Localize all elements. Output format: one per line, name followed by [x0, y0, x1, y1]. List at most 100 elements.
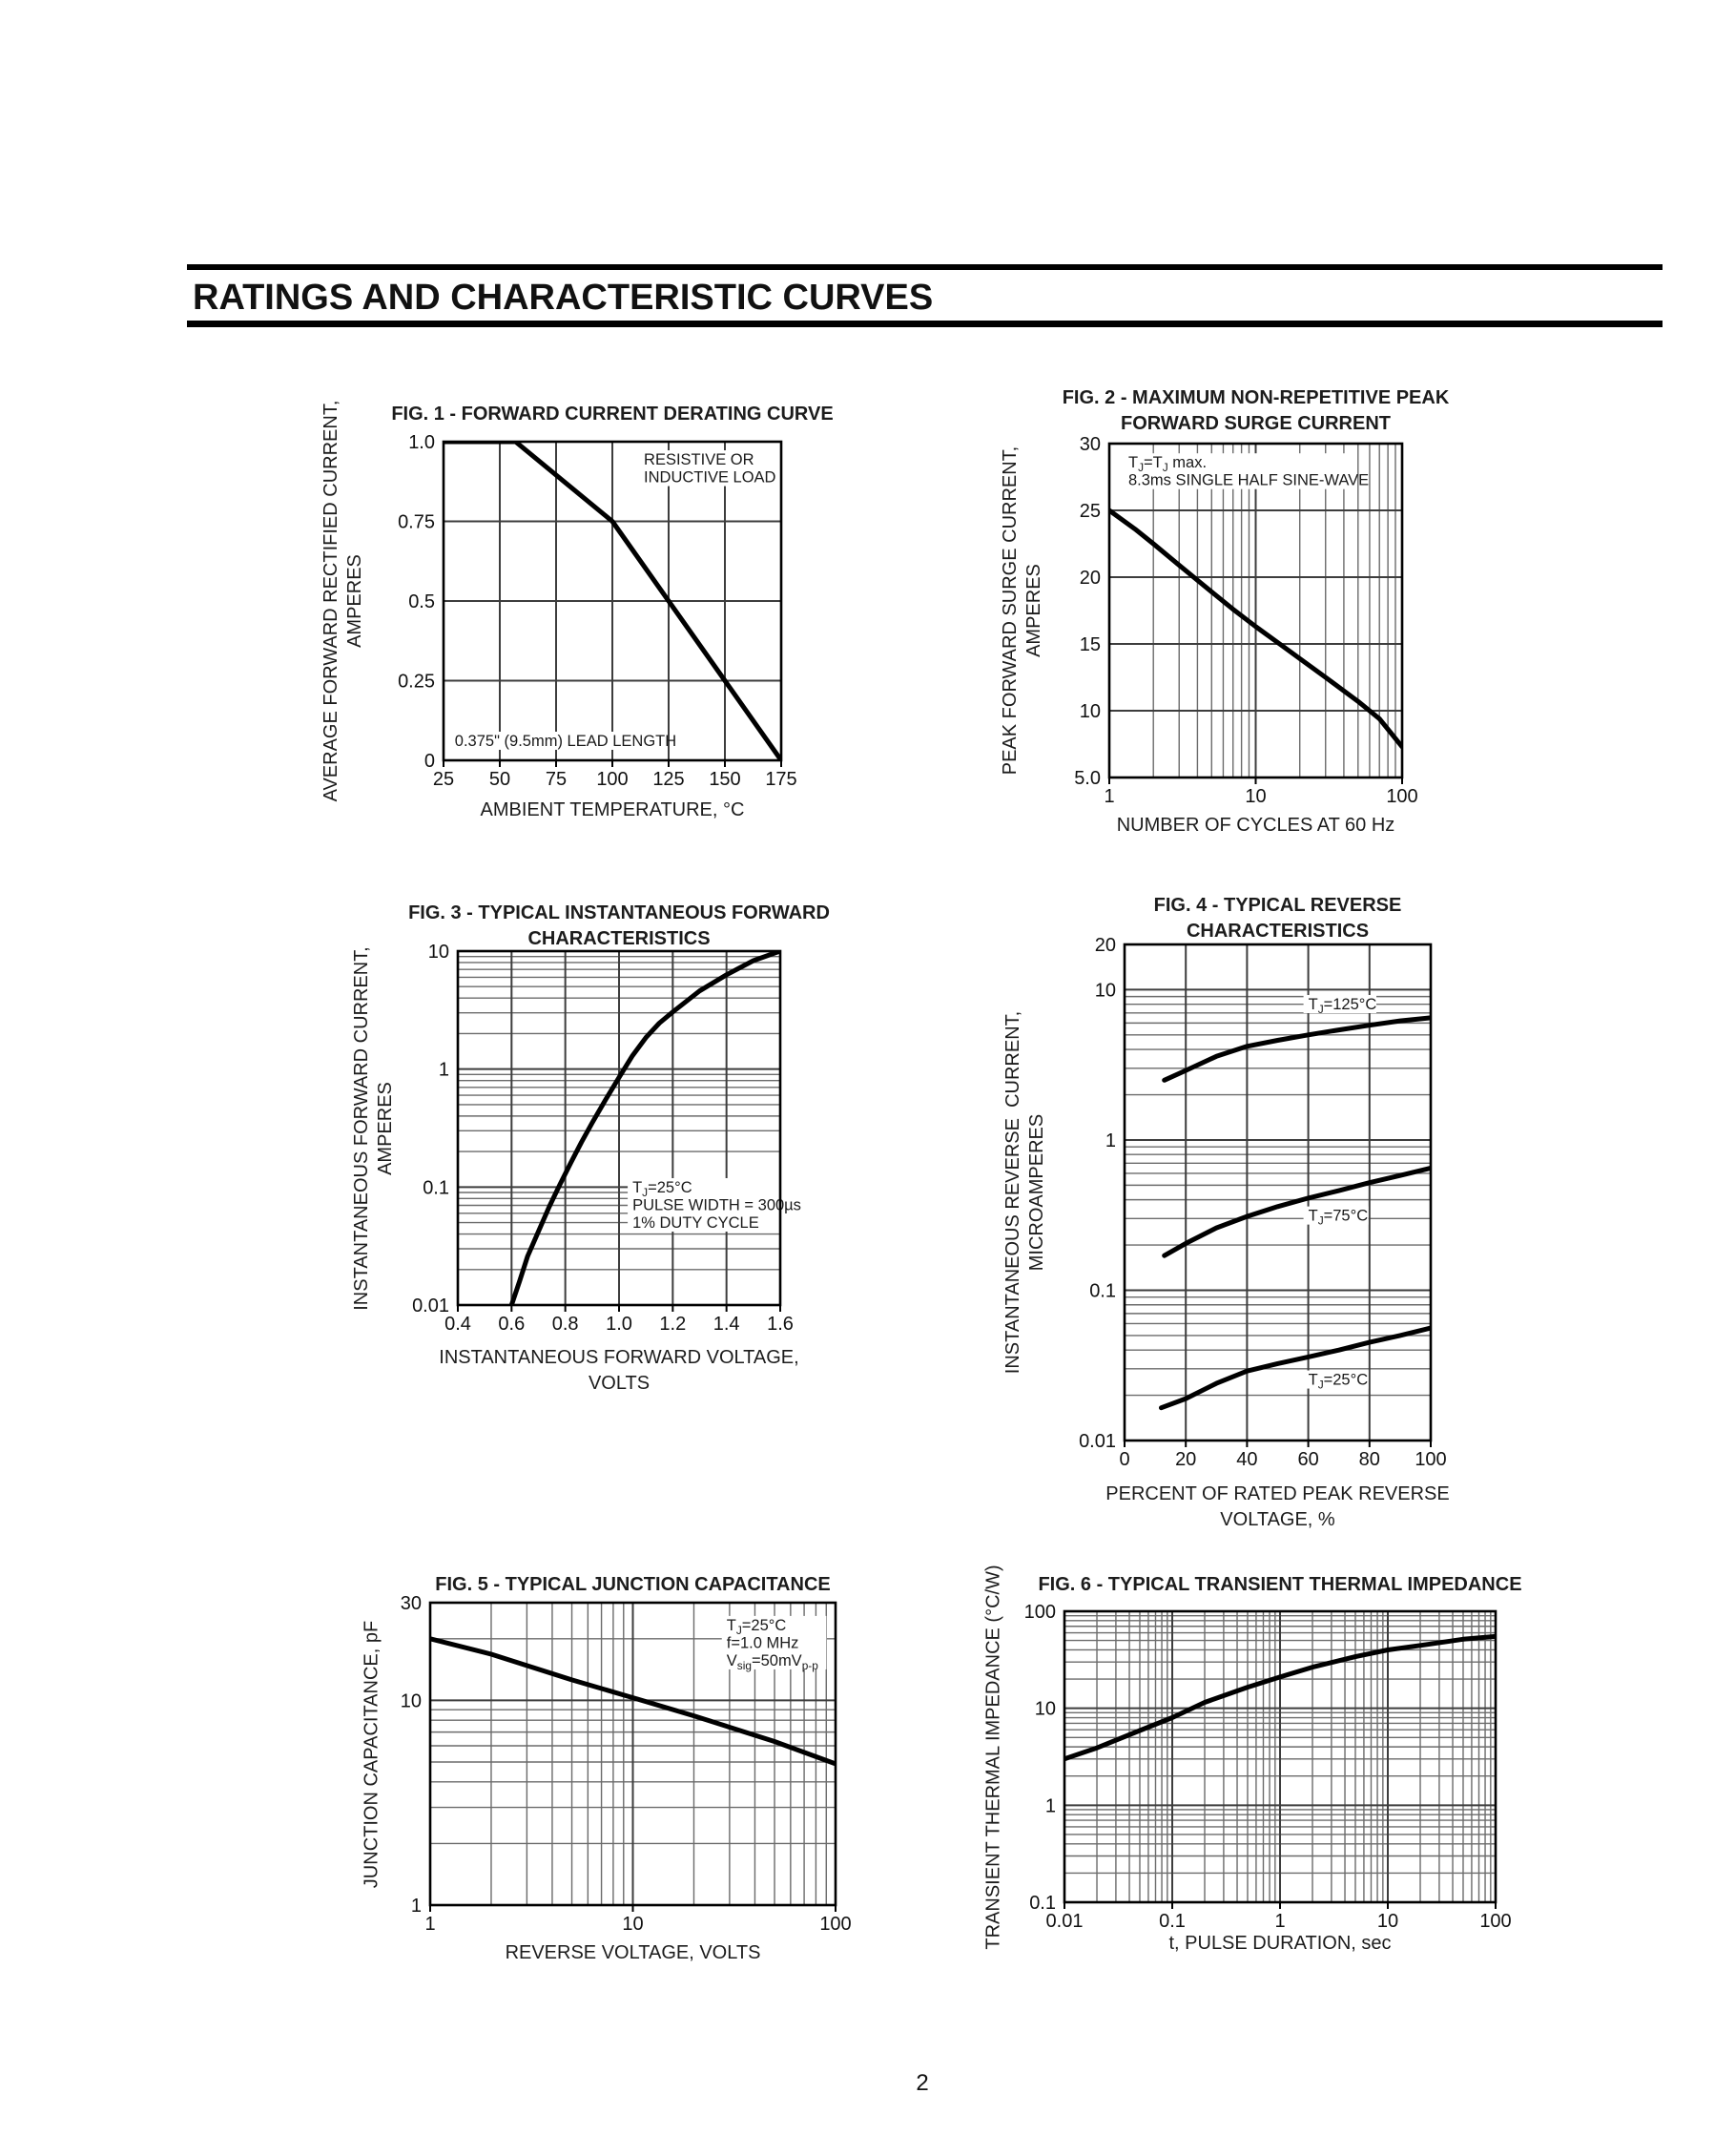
svg-text:0.6: 0.6	[498, 1314, 525, 1335]
header-rule-bottom	[187, 321, 1663, 327]
fig6-title: FIG. 6 - TYPICAL TRANSIENT THERMAL IMPED…	[975, 1572, 1585, 1598]
svg-text:100: 100	[596, 769, 628, 790]
svg-text:30: 30	[1080, 434, 1101, 455]
svg-text:30: 30	[401, 1593, 422, 1614]
series-instantaneous-forward	[508, 951, 780, 1305]
svg-text:150: 150	[709, 769, 740, 790]
fig6-title-line1: FIG. 6 - TYPICAL TRANSIENT THERMAL IMPED…	[1038, 1574, 1522, 1595]
series-transient-thermal-impedance	[1064, 1633, 1496, 1762]
svg-text:RESISTIVE OR: RESISTIVE OR	[644, 451, 754, 468]
header-rule-top	[187, 264, 1663, 270]
svg-text:Vsig=50mVp-p: Vsig=50mVp-p	[727, 1652, 819, 1672]
svg-text:1.0: 1.0	[606, 1314, 632, 1335]
fig5-title-line1: FIG. 5 - TYPICAL JUNCTION CAPACITANCE	[435, 1574, 831, 1595]
svg-text:1: 1	[439, 1060, 449, 1081]
fig6-y-axis-label: TRANSIENT THERMAL IMPEDANCE (°C/W)	[982, 1564, 1004, 1950]
svg-text:1% DUTY CYCLE: 1% DUTY CYCLE	[632, 1214, 759, 1232]
svg-text:20: 20	[1175, 1449, 1196, 1470]
fig2-plot: TJ=TJ max.8.3ms SINGLE HALF SINE-WAVE 1 10…	[1074, 434, 1418, 807]
svg-text:8.3ms SINGLE HALF SINE-WAVE: 8.3ms SINGLE HALF SINE-WAVE	[1128, 472, 1369, 489]
svg-text:125: 125	[652, 769, 684, 790]
svg-text:0.5: 0.5	[408, 591, 435, 612]
series-tj-25c	[1159, 1325, 1431, 1411]
fig1-y-axis-label: AVERAGE FORWARD RECTIFIED CURRENT, AMPER…	[320, 400, 365, 802]
svg-text:25: 25	[1080, 501, 1101, 522]
fig4-plot: TJ=125°C TJ=75°C TJ=25°C 0 20 40 60 80 100 20 10 1 0…	[1079, 935, 1447, 1470]
svg-text:0.8: 0.8	[552, 1314, 579, 1335]
svg-text:TJ=TJ max.: TJ=TJ max.	[1128, 454, 1207, 474]
svg-text:10: 10	[401, 1690, 422, 1711]
fig4-title-line1: FIG. 4 - TYPICAL REVERSE	[1153, 895, 1402, 916]
fig1-title-line1: FIG. 1 - FORWARD CURRENT DERATING CURVE	[391, 404, 834, 425]
svg-text:60: 60	[1297, 1449, 1318, 1470]
svg-text:1: 1	[1274, 1911, 1285, 1932]
svg-text:20: 20	[1080, 568, 1101, 589]
svg-text:10: 10	[1035, 1699, 1056, 1720]
svg-text:1.4: 1.4	[713, 1314, 740, 1335]
svg-text:1: 1	[411, 1896, 422, 1917]
svg-text:10: 10	[428, 942, 449, 963]
svg-text:0.01: 0.01	[1046, 1911, 1084, 1932]
svg-text:0.1: 0.1	[423, 1177, 449, 1198]
fig1-title: FIG. 1 - FORWARD CURRENT DERATING CURVE	[307, 402, 918, 427]
svg-text:TJ=125°C: TJ=125°C	[1309, 996, 1377, 1016]
svg-text:10: 10	[1080, 701, 1101, 722]
svg-text:15: 15	[1080, 634, 1101, 655]
svg-text:50: 50	[489, 769, 510, 790]
svg-text:0.4: 0.4	[444, 1314, 471, 1335]
svg-text:TJ=25°C: TJ=25°C	[632, 1179, 692, 1199]
svg-text:TJ=75°C: TJ=75°C	[1309, 1208, 1369, 1228]
svg-text:100: 100	[1024, 1602, 1056, 1623]
svg-text:10: 10	[1095, 980, 1116, 1001]
fig3-y-axis-label: INSTANTANEOUS FORWARD CURRENT, AMPERES	[351, 945, 396, 1311]
page-number: 2	[916, 2070, 929, 2096]
fig5-title: FIG. 5 - TYPICAL JUNCTION CAPACITANCE	[328, 1572, 939, 1598]
fig5-x-axis-label: REVERSE VOLTAGE, VOLTS	[505, 1942, 761, 1963]
fig4-x-axis-label: PERCENT OF RATED PEAK REVERSE VOLTAGE, %	[1105, 1483, 1450, 1530]
series-junction-capacitance	[430, 1636, 836, 1767]
svg-text:80: 80	[1359, 1449, 1380, 1470]
svg-text:f=1.0 MHz: f=1.0 MHz	[727, 1634, 799, 1651]
svg-text:1: 1	[424, 1914, 435, 1935]
fig3-title-line1: FIG. 3 - TYPICAL INSTANTANEOUS FORWARD	[408, 902, 830, 923]
fig4-title: FIG. 4 - TYPICAL REVERSE CHARACTERISTICS	[973, 893, 1583, 944]
fig4-title-line2: CHARACTERISTICS	[1186, 921, 1370, 942]
svg-text:1: 1	[1045, 1795, 1056, 1816]
svg-text:0.375" (9.5mm) LEAD LENGTH: 0.375" (9.5mm) LEAD LENGTH	[455, 733, 676, 750]
svg-text:10: 10	[622, 1914, 643, 1935]
svg-text:0.01: 0.01	[1079, 1431, 1116, 1452]
svg-text:PULSE WIDTH = 300µs: PULSE WIDTH = 300µs	[632, 1196, 801, 1213]
series-tj-75c	[1162, 1165, 1431, 1258]
svg-text:25: 25	[433, 769, 454, 790]
svg-text:10: 10	[1377, 1911, 1398, 1932]
svg-text:5.0: 5.0	[1074, 768, 1101, 789]
svg-text:1.0: 1.0	[408, 432, 435, 453]
svg-text:100: 100	[1415, 1449, 1446, 1470]
page-title: RATINGS AND CHARACTERISTIC CURVES	[193, 278, 934, 318]
svg-text:40: 40	[1236, 1449, 1257, 1470]
svg-text:0.75: 0.75	[398, 512, 435, 533]
fig2-title-line2: FORWARD SURGE CURRENT	[1121, 413, 1391, 434]
fig3-x-axis-label: INSTANTANEOUS FORWARD VOLTAGE, VOLTS	[439, 1347, 799, 1394]
fig2-x-axis-label: NUMBER OF CYCLES AT 60 Hz	[1116, 815, 1395, 836]
svg-text:100: 100	[1479, 1911, 1511, 1932]
svg-text:1.6: 1.6	[767, 1314, 794, 1335]
svg-text:TJ=25°C: TJ=25°C	[1309, 1372, 1369, 1392]
svg-text:0.1: 0.1	[1159, 1911, 1186, 1932]
svg-text:1: 1	[1105, 1130, 1116, 1151]
fig2-title: FIG. 2 - MAXIMUM NON-REPETITIVE PEAK FOR…	[951, 385, 1561, 437]
svg-text:175: 175	[765, 769, 796, 790]
series-tj-125c	[1162, 1015, 1431, 1083]
svg-text:0.25: 0.25	[398, 672, 435, 693]
svg-text:10: 10	[1245, 786, 1266, 807]
svg-text:100: 100	[819, 1914, 851, 1935]
svg-text:TJ=25°C: TJ=25°C	[727, 1617, 787, 1637]
fig1-x-axis-label: AMBIENT TEMPERATURE, °C	[480, 799, 745, 820]
svg-text:100: 100	[1386, 786, 1417, 807]
svg-text:75: 75	[546, 769, 567, 790]
svg-text:1: 1	[1104, 786, 1114, 807]
